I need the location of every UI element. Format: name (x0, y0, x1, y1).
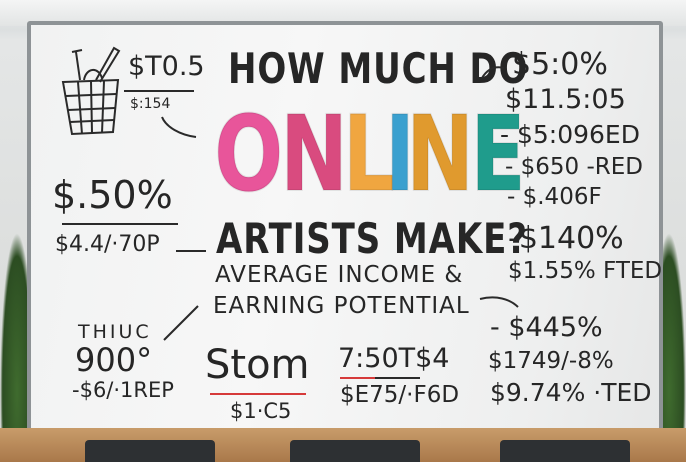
arrow-stroke (163, 305, 199, 341)
chair (290, 440, 420, 462)
online-letter: E (469, 93, 526, 215)
left-bottom-sub: -$6/·1REP (72, 378, 174, 402)
title-line2: ARTISTS MAKE? (216, 214, 528, 263)
center-a-sub: $1·C5 (230, 399, 292, 423)
right-value: - $650 -RED (505, 154, 643, 180)
center-a-value: Stom (205, 342, 310, 388)
chair (500, 440, 630, 462)
left-mid-value: $.50% (52, 173, 173, 217)
right-value: $1749/-8% (488, 348, 614, 374)
divider (375, 377, 420, 379)
right-value: -$140% (508, 221, 624, 256)
right-value: - $5:096ED (500, 120, 640, 149)
right-value: - $445% (490, 312, 603, 343)
arrow-stroke (161, 116, 197, 138)
left-bottom-label: THIUC (78, 321, 152, 343)
arrow-stroke (481, 66, 505, 79)
right-value: $5:0% (512, 47, 608, 82)
whiteboard-surface (31, 25, 659, 437)
arrow-stroke (479, 296, 519, 308)
center-b-value: 7:50T$4 (338, 343, 450, 374)
online-letter: N (406, 93, 475, 215)
left-top-value: $T0.5 (128, 51, 205, 82)
divider (124, 90, 194, 92)
chair (85, 440, 215, 462)
red-underline (340, 377, 375, 379)
basket-icon (61, 46, 121, 136)
connector (176, 250, 206, 252)
right-value: $11.5:05 (505, 84, 626, 115)
title-online: ONLINE (205, 93, 527, 215)
online-letter: I (384, 93, 416, 215)
left-mid-sub: $4.4/·70P (55, 232, 160, 257)
divider (62, 223, 178, 225)
title-line1: HOW MUCH DO (228, 44, 529, 93)
subtitle-line2: EARNING POTENTIAL (213, 293, 470, 319)
whiteboard (27, 21, 663, 441)
center-b-sub: $E75/·F6D (340, 382, 460, 408)
online-letter: O (214, 93, 285, 215)
online-letter: L (343, 93, 396, 215)
right-value: $1.55% FTED (508, 258, 663, 284)
left-top-sub: $:154 (130, 96, 171, 112)
online-letter: N (280, 93, 349, 215)
red-underline (210, 393, 306, 395)
left-bottom-value: 900° (75, 341, 153, 379)
right-value: $9.74% ·TED (490, 378, 652, 407)
right-value: - $.406F (507, 184, 602, 210)
subtitle-line1: AVERAGE INCOME & (215, 262, 464, 288)
